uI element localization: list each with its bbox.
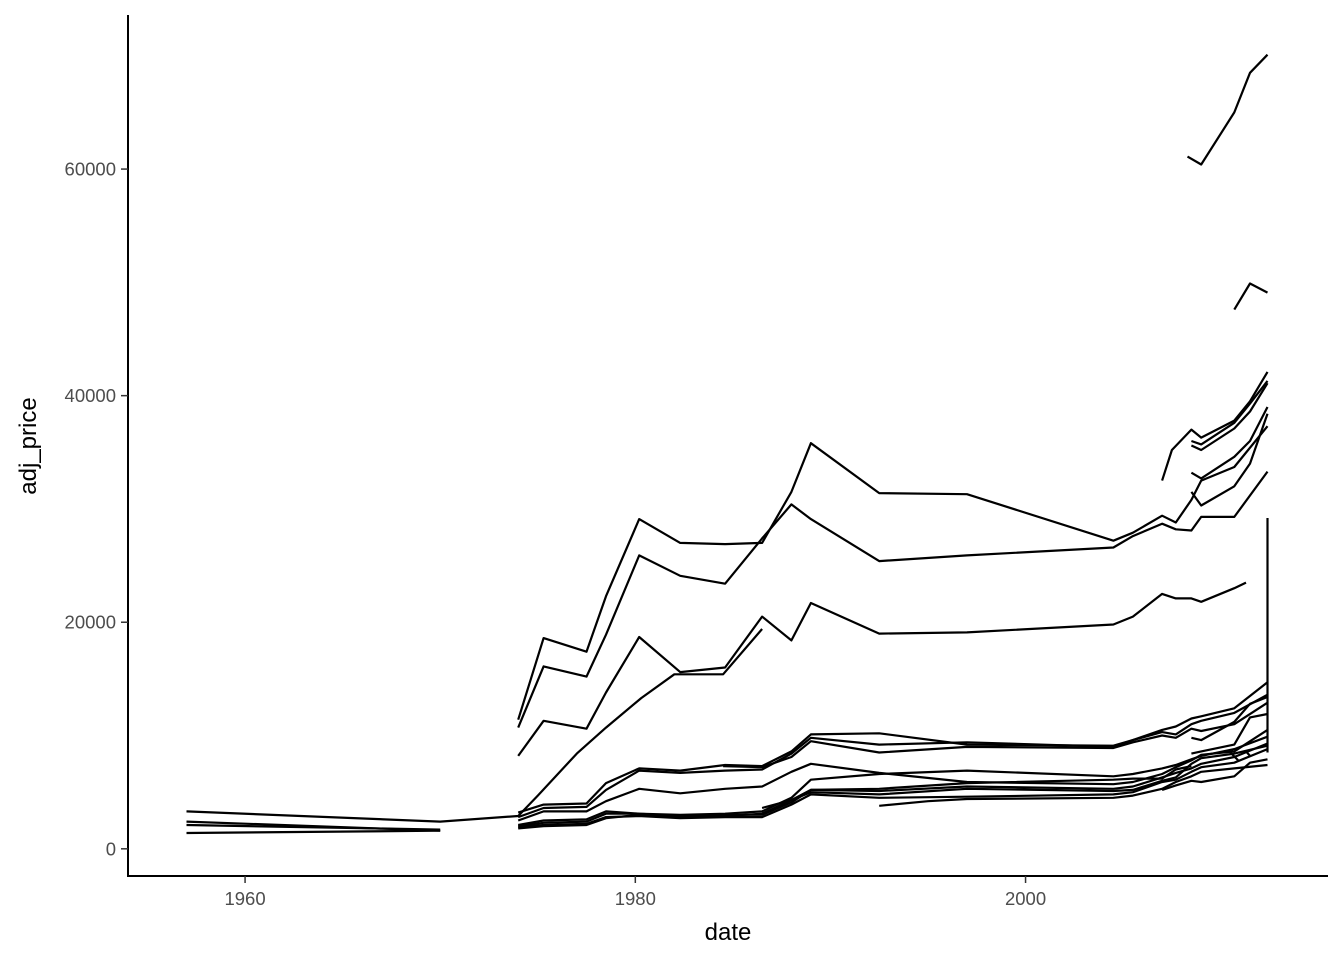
series-line-1: [186, 628, 763, 823]
x-tick-label: 2000: [1005, 888, 1046, 909]
x-axis-ticks: 1960 1980 2000: [224, 876, 1046, 909]
series-line-10: [517, 728, 1269, 822]
series-line-11: [518, 735, 1268, 827]
y-tick-label: 40000: [65, 385, 116, 406]
series-line-8: [517, 693, 1269, 814]
series-line-5: [517, 425, 1269, 721]
series-line-26: [1191, 695, 1268, 742]
series-line-4: [186, 823, 441, 831]
series-line-15: [723, 701, 1269, 769]
series-line-20: [1190, 382, 1269, 452]
plot-lines: [186, 53, 1269, 835]
series-line-29: [1229, 751, 1239, 762]
series-line-23: [1186, 53, 1269, 166]
x-tick-label: 1980: [615, 888, 656, 909]
y-tick-label: 60000: [65, 159, 116, 180]
series-line-28: [1161, 758, 1268, 791]
series-line-30: [1245, 750, 1251, 757]
y-axis-ticks: 0 20000 40000 60000: [65, 159, 128, 859]
series-line-3: [186, 829, 441, 835]
series-line-27: [1191, 712, 1268, 755]
series-line-19: [1191, 380, 1269, 446]
series-line-18: [1161, 371, 1269, 481]
series-line-6: [517, 470, 1269, 729]
series-line-22: [1190, 413, 1269, 507]
axes: [127, 15, 1328, 877]
y-tick-label: 0: [106, 838, 116, 859]
x-tick-label: 1960: [224, 888, 265, 909]
series-line-16: [761, 765, 1192, 810]
series-line-21: [1190, 406, 1269, 480]
y-axis-title: adj_price: [15, 397, 42, 494]
series-line-24: [1233, 282, 1269, 311]
y-tick-label: 20000: [65, 612, 116, 633]
x-axis-title: date: [705, 919, 752, 946]
series-line-7: [517, 581, 1247, 757]
series-line-9: [517, 681, 1269, 819]
